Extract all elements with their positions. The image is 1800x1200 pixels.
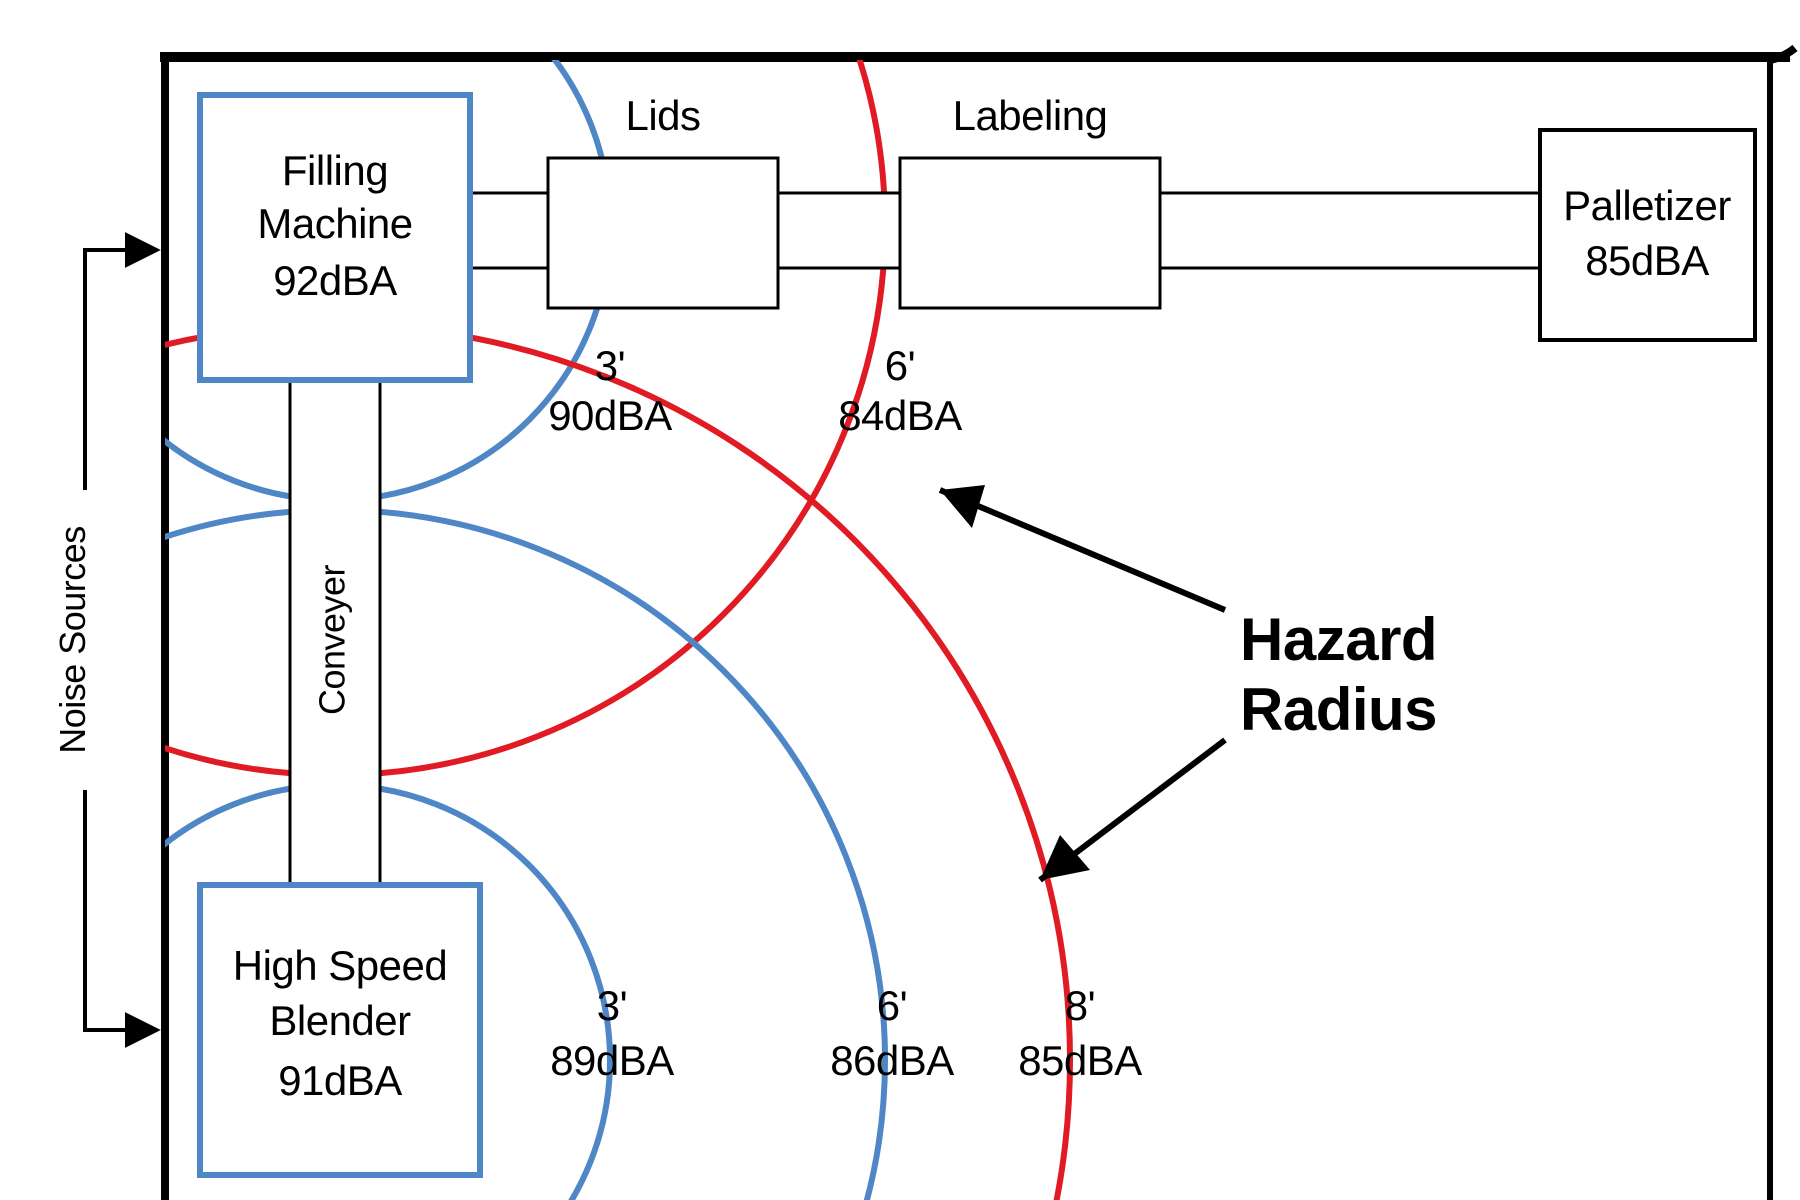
blender-box: High Speed Blender 91dBA	[200, 885, 480, 1175]
blender-3ft-dist: 3'	[597, 982, 627, 1029]
diagram-stage: Conveyer Lids Labeling Filling Machine 9…	[0, 0, 1800, 1200]
blender-8ft-dist: 8'	[1065, 982, 1095, 1029]
blender-3ft-db: 89dBA	[550, 1037, 674, 1084]
filling-6ft-db: 84dBA	[838, 392, 962, 439]
blender-line2: Blender	[269, 997, 411, 1044]
filling-3ft-dist: 3'	[595, 342, 625, 389]
hazard-arrow-lower	[1040, 740, 1225, 880]
filling-line3: 92dBA	[273, 257, 397, 304]
filling-line1: Filling	[282, 147, 388, 194]
lids-box: Lids	[548, 92, 778, 308]
blender-6ft-dist: 6'	[877, 982, 907, 1029]
diagram-svg: Conveyer Lids Labeling Filling Machine 9…	[0, 0, 1800, 1200]
palletizer-box: Palletizer 85dBA	[1540, 130, 1755, 340]
noise-sources-callout: Noise Sources	[52, 250, 150, 1030]
blender-line1: High Speed	[233, 942, 448, 989]
hazard-line1: Hazard	[1240, 606, 1437, 673]
filling-line2: Machine	[257, 200, 412, 247]
filling-3ft-db: 90dBA	[548, 392, 672, 439]
labeling-box: Labeling	[900, 92, 1160, 308]
filling-machine-box: Filling Machine 92dBA	[200, 95, 470, 380]
hazard-arrow-upper	[940, 485, 1225, 610]
lids-label: Lids	[625, 92, 700, 139]
blender-6ft-db: 86dBA	[830, 1037, 954, 1084]
labeling-label: Labeling	[953, 92, 1108, 139]
blender-line3: 91dBA	[278, 1057, 402, 1104]
hazard-radius-callout: Hazard Radius	[940, 485, 1437, 880]
conveyer-label: Conveyer	[312, 564, 353, 715]
palletizer-line2: 85dBA	[1585, 237, 1709, 284]
blender-8ft-db: 85dBA	[1018, 1037, 1142, 1084]
filling-6ft-dist: 6'	[885, 342, 915, 389]
hazard-line2: Radius	[1240, 676, 1437, 743]
noise-sources-label: Noise Sources	[52, 526, 93, 754]
palletizer-line1: Palletizer	[1563, 182, 1731, 229]
radius-labels: 3' 90dBA 6' 84dBA 3' 89dBA 6' 86dBA 8' 8…	[548, 342, 1142, 1084]
conveyor-vertical: Conveyer	[290, 380, 380, 885]
